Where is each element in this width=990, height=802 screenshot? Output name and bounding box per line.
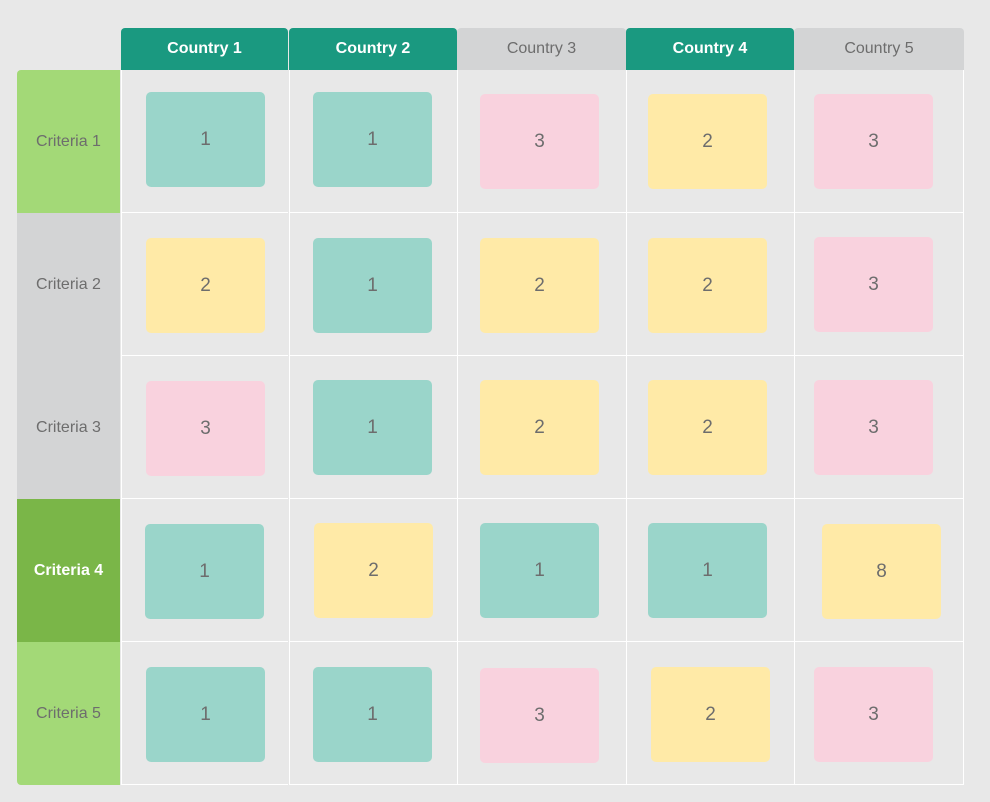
- score-note[interactable]: 1: [145, 524, 264, 619]
- matrix-cell: [457, 213, 626, 356]
- score-note[interactable]: 1: [146, 92, 265, 187]
- matrix-cell: [121, 213, 288, 356]
- score-note[interactable]: 2: [648, 380, 767, 475]
- country-header-3: Country 3: [457, 28, 626, 70]
- criteria-label-3: Criteria 3: [17, 356, 120, 499]
- country-header-1: Country 1: [121, 28, 288, 70]
- score-note[interactable]: 1: [648, 523, 767, 618]
- matrix-cell: [289, 70, 457, 213]
- matrix-cell: [289, 499, 457, 642]
- matrix-cell: [794, 499, 964, 642]
- matrix-cell: [626, 499, 794, 642]
- country-header-4: Country 4: [626, 28, 794, 70]
- matrix-cell: [289, 356, 457, 499]
- score-note[interactable]: 1: [313, 92, 432, 187]
- score-note[interactable]: 2: [314, 523, 433, 618]
- matrix-cell: [457, 356, 626, 499]
- matrix-cell: [457, 642, 626, 785]
- score-note[interactable]: 1: [146, 667, 265, 762]
- score-note[interactable]: 2: [480, 380, 599, 475]
- matrix-cell: [626, 70, 794, 213]
- score-note[interactable]: 3: [480, 94, 599, 189]
- score-note[interactable]: 2: [648, 94, 767, 189]
- matrix-cell: [121, 356, 288, 499]
- matrix-cell: [289, 213, 457, 356]
- matrix-cell: [794, 642, 964, 785]
- criteria-label-5: Criteria 5: [17, 642, 120, 785]
- criteria-label-1: Criteria 1: [17, 70, 120, 213]
- score-note[interactable]: 3: [814, 237, 933, 332]
- matrix-cell: [457, 70, 626, 213]
- score-note[interactable]: 1: [480, 523, 599, 618]
- score-note[interactable]: 1: [313, 238, 432, 333]
- score-note[interactable]: 3: [814, 380, 933, 475]
- criteria-label-4: Criteria 4: [17, 499, 120, 642]
- score-note[interactable]: 2: [146, 238, 265, 333]
- country-header-2: Country 2: [289, 28, 457, 70]
- matrix-cell: [626, 213, 794, 356]
- matrix-cell: [289, 642, 457, 785]
- country-header-5: Country 5: [794, 28, 964, 70]
- matrix-cell: [626, 356, 794, 499]
- score-note[interactable]: 1: [313, 380, 432, 475]
- matrix-cell: [794, 213, 964, 356]
- score-note[interactable]: 3: [480, 668, 599, 763]
- matrix-cell: [121, 499, 288, 642]
- matrix-cell: [794, 70, 964, 213]
- score-note[interactable]: 2: [648, 238, 767, 333]
- criteria-label-2: Criteria 2: [17, 213, 120, 356]
- matrix-cell: [794, 356, 964, 499]
- score-note[interactable]: 8: [822, 524, 941, 619]
- score-note[interactable]: 3: [814, 94, 933, 189]
- score-note[interactable]: 3: [146, 381, 265, 476]
- matrix-cell: [626, 642, 794, 785]
- score-note[interactable]: 2: [651, 667, 770, 762]
- score-note[interactable]: 1: [313, 667, 432, 762]
- matrix-cell: [457, 499, 626, 642]
- score-note[interactable]: 2: [480, 238, 599, 333]
- matrix-cell: [121, 642, 288, 785]
- matrix-cell: [121, 70, 288, 213]
- score-note[interactable]: 3: [814, 667, 933, 762]
